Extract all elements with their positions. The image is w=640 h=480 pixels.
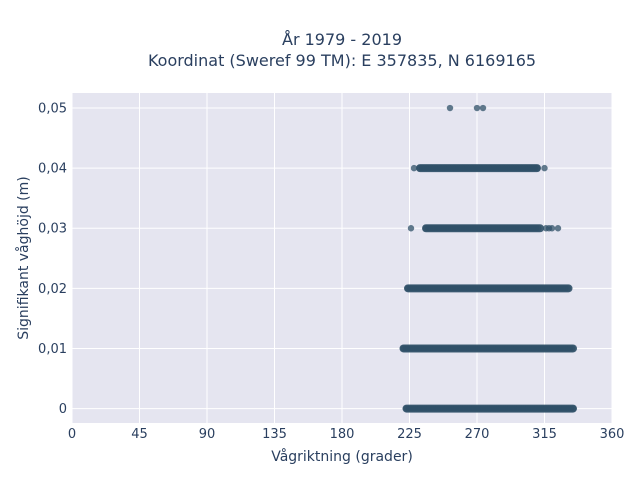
data-point bbox=[410, 164, 418, 172]
chart-title-line1: År 1979 - 2019 bbox=[282, 30, 402, 49]
x-tick-label: 90 bbox=[199, 427, 216, 442]
y-tick-label: 0 bbox=[59, 402, 67, 417]
data-point bbox=[479, 104, 487, 112]
data-points bbox=[407, 104, 562, 232]
y-tick-label: 0,05 bbox=[38, 102, 67, 117]
y-axis-label: Signifikant våghöjd (m) bbox=[15, 176, 32, 339]
x-tick-labels: 0 45 90 135 180 225 270 315 360 bbox=[68, 427, 625, 442]
x-axis-label: Vågriktning (grader) bbox=[271, 448, 413, 465]
data-point bbox=[569, 345, 576, 352]
y-tick-label: 0,01 bbox=[38, 342, 67, 357]
x-tick-label: 135 bbox=[262, 427, 287, 442]
x-tick-label: 315 bbox=[532, 427, 557, 442]
data-point bbox=[446, 104, 454, 112]
x-tick-label: 180 bbox=[330, 427, 355, 442]
data-point bbox=[533, 164, 541, 172]
y-tick-labels: 0 0,01 0,02 0,03 0,04 0,05 bbox=[38, 102, 67, 418]
data-point bbox=[569, 405, 577, 412]
data-point bbox=[564, 285, 571, 292]
x-tick-label: 225 bbox=[397, 427, 422, 442]
data-bands bbox=[399, 164, 577, 413]
data-point bbox=[554, 225, 562, 232]
data-point bbox=[535, 225, 542, 232]
y-tick-label: 0,02 bbox=[38, 282, 67, 297]
y-tick-label: 0,03 bbox=[38, 222, 67, 237]
x-tick-label: 270 bbox=[465, 427, 490, 442]
data-point bbox=[473, 104, 481, 112]
x-tick-label: 0 bbox=[68, 427, 76, 442]
x-tick-label: 360 bbox=[600, 427, 625, 442]
data-point bbox=[407, 225, 415, 232]
data-point bbox=[548, 225, 556, 232]
y-tick-label: 0,04 bbox=[38, 162, 67, 177]
data-point bbox=[541, 164, 548, 172]
chart-title-line2: Koordinat (Sweref 99 TM): E 357835, N 61… bbox=[148, 51, 536, 70]
x-tick-label: 45 bbox=[131, 427, 148, 442]
